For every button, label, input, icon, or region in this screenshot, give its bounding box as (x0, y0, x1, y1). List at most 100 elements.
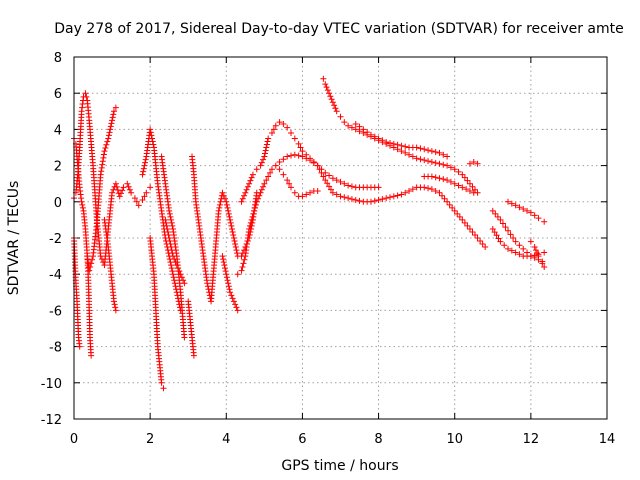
data-point (508, 200, 515, 207)
data-point (489, 207, 496, 214)
data-point (497, 238, 504, 245)
data-point (406, 187, 413, 194)
data-point (447, 178, 454, 185)
data-point (417, 156, 424, 163)
data-point (352, 126, 359, 133)
series-sat-i (162, 216, 188, 287)
data-point (492, 210, 499, 217)
series-sat-r (421, 173, 477, 196)
data-point (472, 186, 479, 193)
data-point (232, 241, 239, 248)
data-point (466, 160, 473, 167)
data-point (112, 104, 119, 111)
data-point (216, 201, 223, 208)
data-point (284, 153, 291, 160)
data-point (474, 235, 481, 241)
data-point (417, 145, 424, 152)
data-point (169, 253, 176, 260)
data-point (474, 160, 481, 167)
data-point (386, 139, 393, 146)
data-point (516, 204, 523, 211)
data-point (102, 144, 109, 151)
data-point (242, 189, 249, 196)
y-tick-label: 0 (54, 196, 62, 211)
data-point (247, 177, 254, 184)
data-point (141, 193, 148, 200)
series-sat-k (185, 298, 197, 359)
data-point (527, 238, 534, 245)
data-point (148, 132, 155, 139)
data-point (364, 129, 371, 136)
data-point (512, 249, 519, 256)
data-point (246, 222, 253, 229)
data-point (112, 304, 119, 311)
series-sat-q (352, 120, 451, 160)
series-sat-l (219, 253, 241, 314)
data-point (459, 184, 466, 191)
data-point (140, 165, 147, 172)
data-point (379, 137, 386, 144)
data-point (89, 256, 96, 263)
data-point (348, 124, 355, 131)
data-point (225, 280, 232, 287)
data-point (463, 186, 470, 193)
data-point (470, 158, 477, 165)
data-point (105, 132, 112, 139)
data-point (337, 193, 344, 200)
y-tick-label: -12 (41, 413, 62, 428)
data-point (341, 194, 348, 201)
data-point (383, 195, 390, 202)
data-point (124, 180, 131, 187)
data-point (228, 225, 235, 232)
data-point (280, 120, 287, 127)
data-point (512, 238, 519, 245)
series-sat-n (238, 119, 382, 205)
data-point (360, 126, 367, 133)
data-point (284, 124, 291, 131)
y-tick-label: -10 (41, 377, 62, 392)
data-point (243, 186, 250, 193)
data-point (307, 155, 314, 162)
data-point (97, 171, 104, 178)
x-tick-label: 6 (298, 432, 306, 447)
data-point (440, 161, 447, 168)
y-tick-label: 8 (54, 51, 62, 66)
data-point (322, 177, 329, 184)
data-point (425, 147, 432, 154)
data-point (168, 219, 175, 226)
data-point (234, 271, 241, 278)
data-point (246, 180, 253, 187)
data-point (244, 183, 251, 190)
data-point (231, 238, 238, 245)
data-point (227, 216, 234, 223)
data-point (166, 207, 173, 214)
series-sat-p (320, 75, 481, 196)
data-point (76, 343, 83, 350)
data-point (106, 129, 113, 136)
data-point (163, 219, 170, 226)
data-point (394, 141, 401, 148)
data-point (541, 218, 548, 225)
x-tick-label: 10 (446, 432, 463, 447)
data-point (79, 204, 86, 211)
x-tick-label: 8 (374, 432, 382, 447)
data-point (291, 151, 298, 158)
data-point (314, 162, 321, 169)
data-point (367, 198, 374, 205)
data-point (516, 242, 523, 249)
data-point (507, 231, 514, 238)
data-point (133, 198, 140, 205)
y-tick-label: 4 (54, 123, 62, 138)
x-tick-label: 14 (599, 432, 616, 447)
data-point (120, 184, 127, 191)
data-point (541, 249, 548, 256)
data-points (71, 75, 548, 392)
data-point (454, 210, 461, 217)
data-point (112, 180, 119, 187)
data-point (527, 253, 534, 260)
data-point (390, 140, 397, 147)
data-point (272, 162, 279, 169)
data-point (286, 180, 293, 187)
data-point (276, 166, 283, 173)
data-point (267, 169, 274, 176)
